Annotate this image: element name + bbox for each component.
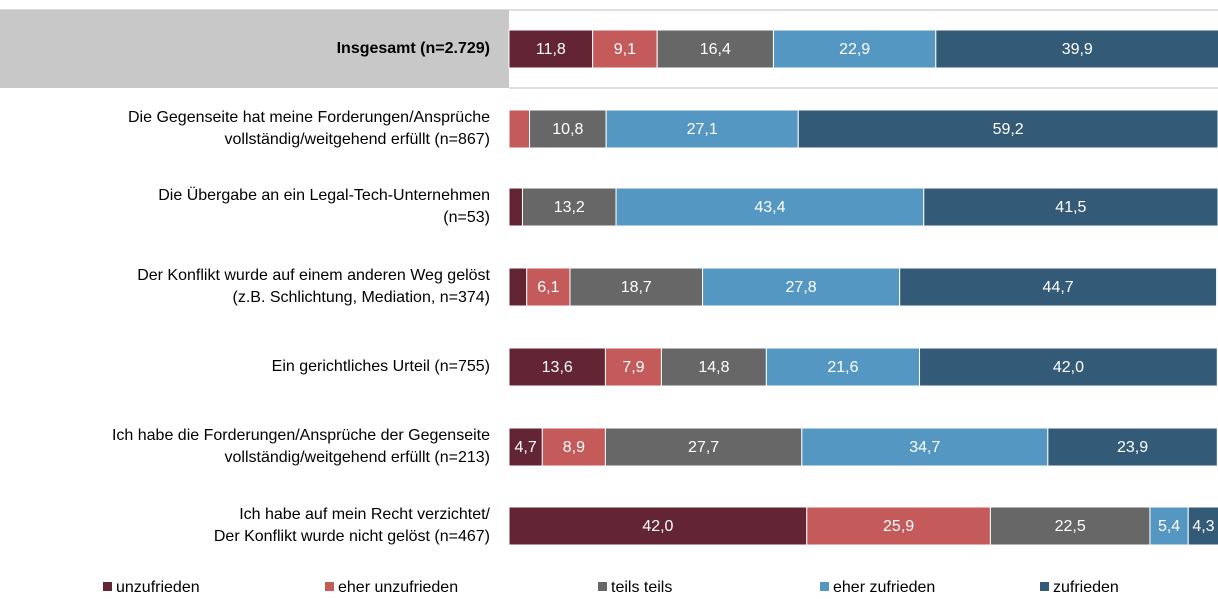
- category-label: Ein gerichtliches Urteil (n=755): [272, 358, 490, 375]
- bar-segment: [806, 506, 991, 546]
- value-label: 27,1: [687, 121, 718, 138]
- value-label: 14,8: [698, 359, 729, 376]
- value-label: 43,4: [754, 199, 785, 216]
- value-label: 5,4: [1158, 518, 1180, 535]
- bar-segment: [989, 506, 1151, 546]
- value-label: 25,9: [883, 518, 914, 535]
- bar-segment: [605, 109, 799, 149]
- value-label: 11,8: [536, 41, 566, 58]
- value-label: 8,9: [563, 439, 585, 456]
- value-label: 27,8: [786, 279, 817, 296]
- legend-swatch: [598, 582, 607, 591]
- value-label: 34,7: [909, 439, 940, 456]
- category-label: Der Konflikt wurde nicht gelöst (n=467): [214, 528, 490, 545]
- legend-swatch: [820, 582, 829, 591]
- bar-segment: [508, 267, 528, 307]
- category-label: (z.B. Schlichtung, Mediation, n=374): [233, 289, 490, 306]
- bar-segment: [919, 347, 1218, 387]
- value-label: 13,2: [554, 199, 585, 216]
- category-label: Die Gegenseite hat meine Forderungen/Ans…: [128, 109, 490, 126]
- bar-segment: [765, 347, 921, 387]
- legend-label: unzufrieden: [116, 579, 200, 596]
- value-label: 59,2: [993, 121, 1024, 138]
- bar-segment: [660, 347, 767, 387]
- bar-segment: [508, 109, 531, 149]
- value-label: 22,5: [1055, 518, 1086, 535]
- value-label: 39,9: [1062, 41, 1093, 58]
- bar-segment: [797, 109, 1218, 149]
- legend-label: teils teils: [611, 579, 672, 596]
- value-label: 9,1: [614, 41, 636, 58]
- category-label: Die Übergabe an ein Legal-Tech-Unternehm…: [158, 186, 490, 204]
- bar-segment: [508, 29, 594, 69]
- legend-swatch: [325, 582, 334, 591]
- value-label: 18,7: [621, 279, 652, 296]
- bar-segment: [592, 29, 658, 69]
- value-label: 27,7: [688, 439, 719, 456]
- bar-segment: [541, 427, 606, 467]
- bar-segment: [899, 267, 1218, 307]
- category-label: vollständig/weitgehend erfüllt (n=867): [225, 131, 491, 148]
- legend-label: eher zufrieden: [833, 579, 935, 596]
- bar-segment: [1047, 427, 1218, 467]
- bar-segment: [801, 427, 1049, 467]
- bar-segment: [526, 267, 571, 307]
- category-label: Insgesamt (n=2.729): [337, 40, 490, 57]
- bar-segment: [923, 187, 1218, 227]
- value-label: 21,6: [827, 359, 858, 376]
- category-label: Ich habe auf mein Recht verzichtet/: [239, 506, 490, 523]
- value-label: 23,9: [1117, 439, 1148, 456]
- value-label: 4,7: [515, 439, 537, 456]
- value-label: 42,0: [1053, 359, 1084, 376]
- value-label: 10,8: [552, 121, 583, 138]
- category-label: Der Konflikt wurde auf einem anderen Weg…: [137, 267, 490, 284]
- bar-segment: [508, 187, 523, 227]
- bar-segment: [508, 347, 606, 387]
- bar-segment: [529, 109, 607, 149]
- bar-segment: [569, 267, 704, 307]
- value-label: 44,7: [1043, 279, 1074, 296]
- value-label: 4,3: [1192, 518, 1214, 535]
- legend-swatch: [1040, 582, 1049, 591]
- legend-swatch: [103, 582, 112, 591]
- value-label: 13,6: [542, 359, 573, 376]
- bar-segment: [604, 347, 662, 387]
- bar-segment: [772, 29, 937, 69]
- value-label: 16,4: [700, 41, 731, 58]
- category-label: Ich habe die Forderungen/Ansprüche der G…: [112, 427, 490, 444]
- bar-segment: [1187, 506, 1218, 546]
- bar-segment: [508, 506, 808, 546]
- bar-segment: [656, 29, 774, 69]
- bar-segment: [935, 29, 1218, 69]
- value-label: 6,1: [537, 279, 559, 296]
- legend-label: eher unzufrieden: [338, 579, 458, 596]
- bar-segment: [615, 187, 925, 227]
- legend-label: zufrieden: [1053, 579, 1119, 596]
- bar-segment: [521, 187, 617, 227]
- value-label: 7,9: [622, 359, 644, 376]
- bar-segment: [508, 427, 543, 467]
- value-label: 22,9: [839, 41, 870, 58]
- category-label: (n=53): [443, 209, 490, 226]
- category-label: vollständig/weitgehend erfüllt (n=213): [225, 449, 491, 466]
- value-label: 41,5: [1055, 199, 1086, 216]
- value-label: 42,0: [642, 518, 673, 535]
- highlight-band: [0, 10, 509, 88]
